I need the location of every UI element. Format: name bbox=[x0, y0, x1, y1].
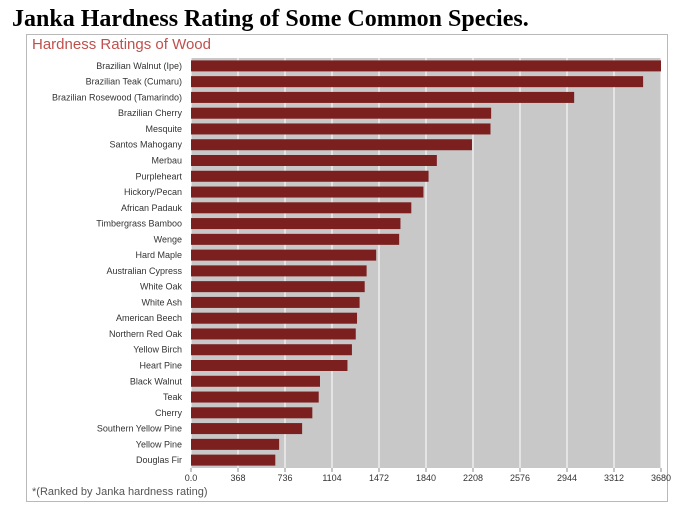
category-label: Yellow Pine bbox=[136, 439, 182, 449]
bar bbox=[191, 265, 367, 277]
category-label: Hard Maple bbox=[135, 250, 182, 260]
bar bbox=[191, 375, 320, 387]
x-tick-label: 2208 bbox=[463, 473, 483, 483]
bar bbox=[191, 281, 365, 293]
x-tick-label: 3312 bbox=[604, 473, 624, 483]
chart-footnote: *(Ranked by Janka hardness rating) bbox=[32, 486, 208, 498]
x-tick-label: 2576 bbox=[510, 473, 530, 483]
category-label: Wenge bbox=[154, 234, 182, 244]
x-tick-label: 1104 bbox=[322, 473, 341, 483]
x-axis-ticks: 0.0 368 736 1104 1472 1840 2208 2576 2944 3312 368… bbox=[185, 468, 671, 483]
x-tick-label: 1840 bbox=[416, 473, 436, 483]
category-label: White Oak bbox=[140, 282, 183, 292]
bars bbox=[191, 60, 661, 466]
bar bbox=[191, 249, 377, 261]
category-label: Timbergrass Bamboo bbox=[96, 219, 182, 229]
bar bbox=[191, 170, 429, 182]
category-label: Australian Cypress bbox=[106, 266, 182, 276]
bar bbox=[191, 186, 424, 198]
bar bbox=[191, 123, 491, 135]
bar bbox=[191, 202, 412, 214]
bar bbox=[191, 391, 319, 403]
bar bbox=[191, 233, 400, 245]
x-tick-label: 3680 bbox=[651, 473, 671, 483]
bar bbox=[191, 139, 472, 151]
bar bbox=[191, 296, 360, 308]
category-label: Cherry bbox=[155, 408, 183, 418]
category-label: Teak bbox=[163, 392, 183, 402]
category-label: Heart Pine bbox=[139, 361, 182, 371]
bar bbox=[191, 328, 356, 340]
bar bbox=[191, 107, 492, 119]
category-label: Southern Yellow Pine bbox=[97, 424, 182, 434]
bar bbox=[191, 344, 352, 356]
category-label: Purpleheart bbox=[135, 171, 182, 181]
category-label: Yellow Birch bbox=[133, 345, 182, 355]
category-label: Brazilian Cherry bbox=[118, 108, 183, 118]
x-tick-label: 2944 bbox=[557, 473, 577, 483]
page-title: Janka Hardness Rating of Some Common Spe… bbox=[12, 6, 529, 32]
category-label: Black Walnut bbox=[130, 376, 183, 386]
category-label: Brazilian Walnut (Ipe) bbox=[96, 61, 182, 71]
category-label: Santos Mahogany bbox=[109, 140, 182, 150]
bar bbox=[191, 91, 575, 103]
category-label: Merbau bbox=[151, 156, 182, 166]
x-tick-label: 0.0 bbox=[185, 473, 198, 483]
bar bbox=[191, 360, 348, 371]
bar bbox=[191, 218, 401, 230]
x-tick-label: 736 bbox=[277, 473, 292, 483]
x-tick-label: 1472 bbox=[369, 473, 389, 483]
category-labels: Brazilian Walnut (Ipe) Brazilian Teak (Cu… bbox=[52, 61, 183, 465]
x-tick-label: 368 bbox=[230, 473, 245, 483]
bar bbox=[191, 155, 437, 166]
bar bbox=[191, 76, 644, 88]
bar bbox=[191, 454, 276, 466]
bar bbox=[191, 60, 661, 72]
bar bbox=[191, 407, 313, 419]
category-label: Hickory/Pecan bbox=[124, 187, 182, 197]
bar bbox=[191, 423, 303, 435]
category-label: Brazilian Rosewood (Tamarindo) bbox=[52, 92, 182, 102]
category-label: Brazilian Teak (Cumaru) bbox=[86, 77, 182, 87]
category-label: Douglas Fir bbox=[136, 455, 182, 465]
category-label: African Padauk bbox=[121, 203, 183, 213]
category-label: American Beech bbox=[116, 313, 182, 323]
bar bbox=[191, 438, 280, 450]
category-label: Mesquite bbox=[145, 124, 182, 134]
chart-title: Hardness Ratings of Wood bbox=[32, 36, 211, 53]
category-label: White Ash bbox=[141, 297, 182, 307]
category-label: Northern Red Oak bbox=[109, 329, 183, 339]
bar bbox=[191, 312, 358, 324]
